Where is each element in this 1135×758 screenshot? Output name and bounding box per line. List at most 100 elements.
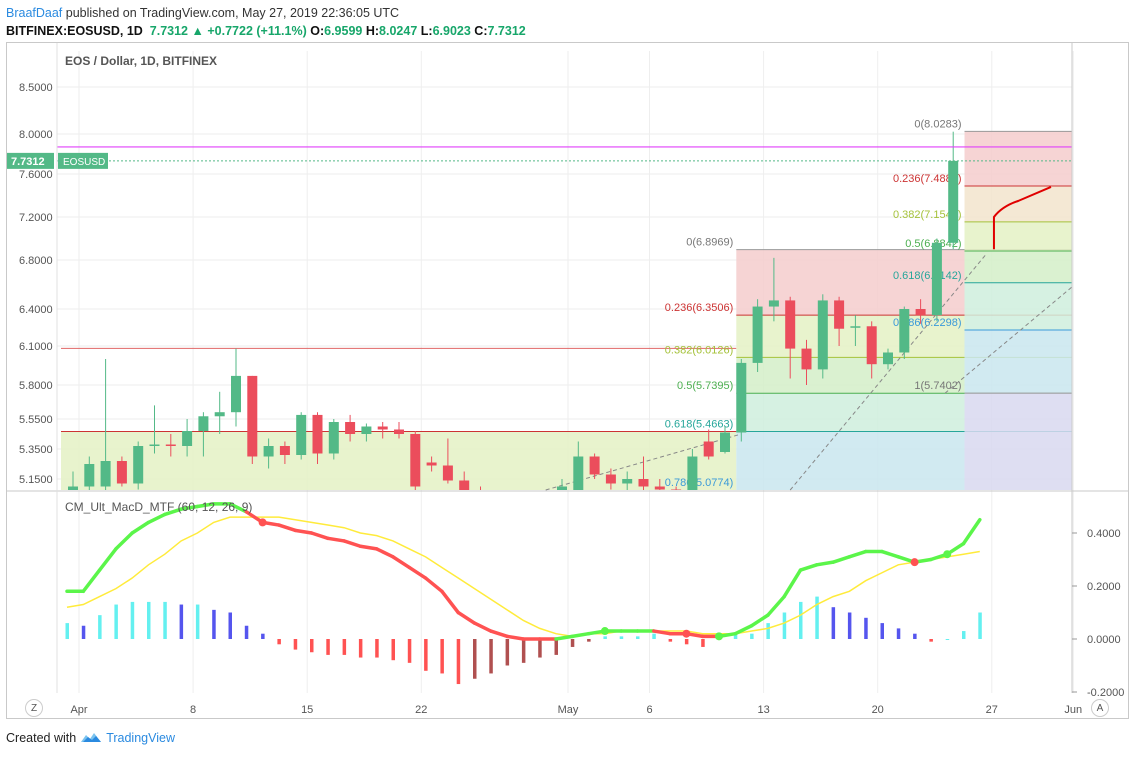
macd-segment — [326, 536, 346, 543]
x-tick-label: 27 — [986, 704, 998, 716]
zoom-button[interactable]: Z — [25, 699, 43, 717]
histogram-bar — [945, 639, 950, 640]
histogram-bar — [212, 609, 216, 639]
candle-body — [915, 309, 926, 316]
histogram-bar — [701, 639, 705, 647]
cross-dot — [682, 629, 691, 638]
macd-segment — [423, 576, 444, 594]
signal-line — [66, 516, 980, 638]
auto-scale-button[interactable]: A — [1091, 699, 1109, 717]
candle-body — [361, 426, 372, 434]
indicator-tick: -0.2000 — [1087, 687, 1124, 699]
candle-body — [622, 479, 633, 484]
candle-body — [476, 499, 486, 510]
candle-body — [817, 300, 828, 370]
macd-segment — [146, 512, 167, 525]
indicator-name: CM_Ult_MacD_MTF (60, 12, 26, 9) — [65, 500, 252, 514]
author-link[interactable]: BraafDaaf — [6, 6, 63, 20]
candle-body — [638, 479, 649, 487]
cross-dot — [258, 518, 267, 527]
footer: Created with TradingView — [6, 731, 175, 745]
candle-body — [883, 352, 893, 365]
histogram-bar — [456, 639, 461, 685]
candle-body — [328, 422, 339, 454]
macd-segment — [733, 624, 754, 636]
histogram-bar — [668, 639, 673, 642]
macd-segment — [407, 565, 428, 580]
macd-segment — [195, 502, 216, 509]
histogram-bar — [195, 604, 200, 639]
histogram-bar — [244, 625, 249, 639]
macd-segment — [472, 621, 493, 633]
candle-body — [589, 456, 600, 475]
candle-body — [703, 441, 714, 457]
candle-body — [68, 486, 78, 490]
candle-body — [377, 426, 388, 430]
candle-body — [768, 300, 779, 307]
histogram-bar — [896, 628, 901, 639]
y-tick-label: 5.1500 — [19, 474, 53, 486]
y-tick-label: 5.5500 — [19, 414, 53, 426]
macd-segment — [163, 507, 183, 517]
macd-segment — [309, 531, 330, 541]
candle-body — [752, 306, 763, 363]
symbol-tag: EOSUSD — [63, 157, 105, 168]
fib-zone — [964, 250, 1072, 283]
candle-body — [182, 431, 193, 446]
fib-label: 0(6.8969) — [686, 237, 733, 249]
histogram-bar — [538, 639, 542, 658]
candle-body — [605, 474, 616, 484]
histogram-bar — [766, 623, 770, 639]
histogram-bar — [815, 596, 819, 639]
candles-group — [68, 131, 959, 510]
published-text: published on TradingView.com, May 27, 20… — [65, 6, 400, 20]
y-tick-label: 5.3500 — [19, 444, 53, 456]
histogram-bar — [521, 639, 526, 663]
histogram-bar — [310, 639, 314, 653]
projection-path — [992, 185, 1052, 250]
cross-dot — [943, 550, 952, 559]
tradingview-link[interactable]: TradingView — [106, 731, 175, 745]
candle-body — [654, 486, 665, 490]
histogram-bar — [587, 639, 591, 642]
histogram-bar — [407, 639, 412, 663]
high-value: 8.0247 — [379, 24, 418, 38]
candle-body — [687, 456, 698, 490]
x-tick-label: Jun — [1064, 704, 1082, 716]
histogram-bar — [929, 639, 933, 642]
macd-segment — [228, 502, 249, 514]
chart-header: BraafDaaf published on TradingView.com, … — [6, 4, 1126, 40]
histogram-bar — [880, 623, 884, 639]
fib-zone — [964, 221, 1072, 251]
macd-segment — [749, 613, 770, 628]
histogram-bar — [489, 639, 493, 674]
fib-zone — [736, 315, 965, 358]
candle-body — [312, 414, 323, 454]
chart-svg[interactable]: 0(6.8969) 0.236(6.3506) 0.382(6.0126) 0.5(5… — [7, 43, 1128, 718]
fib-label: 0.786(5.0774) — [665, 477, 734, 489]
open-label: O: — [310, 24, 325, 38]
candle-body — [165, 444, 176, 446]
histogram-bar — [619, 636, 624, 639]
histogram-bar — [570, 639, 575, 647]
histogram-bar — [130, 601, 135, 639]
candle-body — [492, 502, 502, 510]
x-tick-label: 8 — [190, 704, 196, 716]
histogram-bar — [65, 623, 69, 639]
cross-dot — [600, 627, 609, 636]
cross-dot — [715, 632, 723, 641]
candle-body — [850, 326, 861, 328]
candle-body — [866, 326, 877, 365]
histogram-bar — [473, 639, 477, 679]
candle-body — [834, 300, 845, 329]
histogram-bar — [81, 625, 86, 639]
candle-body — [557, 486, 567, 490]
candle-body — [394, 429, 404, 434]
chart-frame: 0(6.8969) 0.236(6.3506) 0.382(6.0126) 0.5(5… — [6, 42, 1129, 719]
up-arrow-icon: ▲ — [191, 24, 204, 38]
histogram-bar — [375, 639, 379, 658]
fib-zone — [736, 431, 965, 490]
macd-segment — [652, 629, 672, 636]
candle-body — [149, 444, 160, 446]
histogram-bar — [750, 633, 754, 639]
